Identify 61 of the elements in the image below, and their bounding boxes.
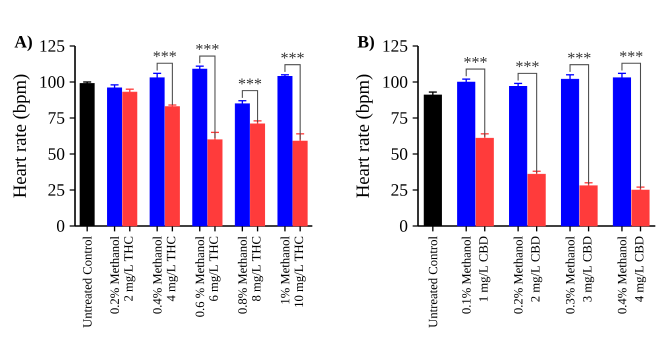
x-tick-label: Untreated Control [82,236,92,328]
x-tick-label: 2 mg/L CBD [531,236,542,302]
chart-title: B) [358,35,374,52]
x-tick-label: 0.4% Methanol [617,236,626,314]
x-tick-label: 4 mg/L CBD [634,236,646,302]
annotation: *** [516,61,539,68]
y-tick-label: 25 [48,184,64,196]
annotation: *** [154,51,176,58]
y-axis-title: Heart rate (bpm) [356,74,373,198]
x-tick-label: 6 mg/L THC [209,236,221,301]
annotation: *** [281,52,304,59]
x-tick-label: 0.1% Methanol [462,236,471,314]
y-tick-label: 125 [383,40,408,52]
bar [164,106,180,226]
bar [560,78,580,226]
x-tick-label: 1 mg/L CBD [479,236,490,302]
y-tick-label: 100 [40,76,64,88]
bar [234,103,250,226]
x-tick-label: 1% Methanol [280,236,290,304]
annotation: *** [196,44,219,50]
x-tick-label: 3 mg/L CBD [583,236,594,302]
y-tick-label: 0 [56,220,64,232]
y-tick-label: 25 [391,184,408,196]
bar [277,76,292,226]
bar [250,123,266,226]
bar [476,138,494,226]
x-tick-label: 10 mg/L THC [294,236,306,307]
bar [207,139,222,226]
annotation: *** [464,56,487,63]
x-tick-label: 0.4% Methanol [152,236,162,314]
annotation: *** [238,78,262,84]
annotation: *** [568,52,591,59]
y-tick-label: 100 [383,76,408,88]
bar [509,86,528,226]
bar [528,174,546,226]
bar [107,87,122,226]
x-tick-label: 0.3% Methanol [566,236,575,314]
bar [631,190,650,226]
y-tick-label: 75 [48,112,64,124]
bar [122,92,138,226]
bar [612,77,632,226]
x-tick-label: 0.6 % Methanol [195,236,204,317]
chart-title: A) [14,35,32,52]
x-tick-label: 4 mg/L THC [166,236,178,302]
bar [192,68,208,226]
x-tick-label: 0.2% Methanol [514,236,523,314]
y-tick-label: 50 [392,148,408,160]
y-tick-label: 50 [48,148,64,160]
annotation: *** [620,51,642,58]
x-tick-label: 2 mg/L THC [124,236,136,301]
y-axis-title: Heart rate (bpm) [12,74,30,198]
y-tick-label: 0 [400,220,408,232]
x-tick-label: Untreated Control [428,236,438,328]
x-tick-label: 8 mg/L THC [252,236,264,301]
y-tick-label: 125 [40,40,64,52]
bar [457,82,476,226]
x-tick-label: 0.2% Methanol [110,236,120,314]
bar [150,77,165,226]
bar [580,185,598,226]
x-tick-label: 0.8% Methanol [238,236,247,314]
y-tick-label: 75 [392,112,408,124]
